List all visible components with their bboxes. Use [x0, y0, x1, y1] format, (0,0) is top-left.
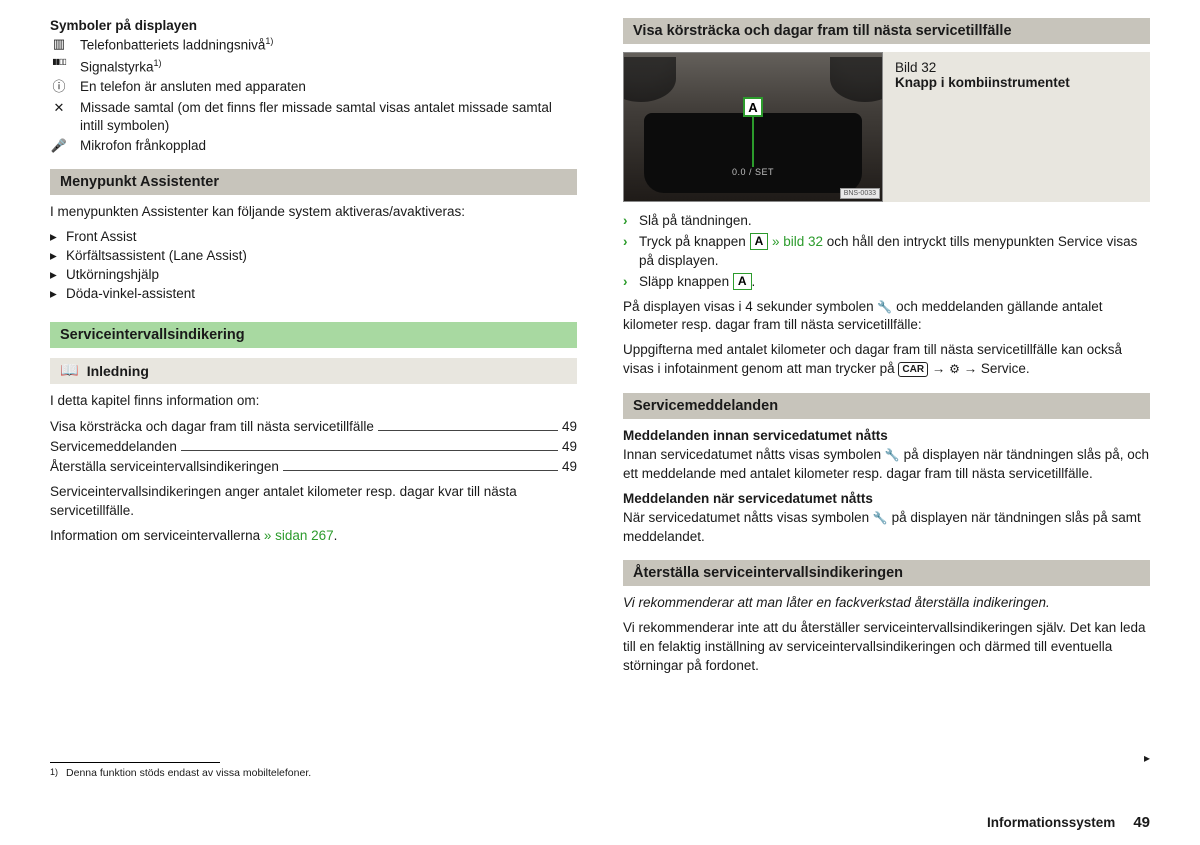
button-ref-a: A	[733, 273, 752, 290]
list-item: ▸Utkörningshjälp	[50, 266, 577, 285]
set-label: 0.0 / SET	[732, 167, 774, 177]
chevron-icon: ›	[623, 212, 633, 231]
signal-icon: ▮▮▯▯	[50, 57, 68, 68]
button-ref-a: A	[750, 233, 769, 250]
missed-call-icon: ✕	[50, 99, 68, 117]
phone-connected-icon: ⓘ	[50, 78, 68, 96]
section-visa-korstracka: Visa körsträcka och dagar fram till näst…	[623, 18, 1150, 44]
recommendation: Vi rekommenderar att man låter en fackve…	[623, 594, 1150, 613]
figure-caption: Bild 32 Knapp i kombiinstrumentet	[883, 52, 1150, 202]
toc-row: Visa körsträcka och dagar fram till näst…	[50, 417, 577, 437]
fig-link[interactable]: » bild 32	[768, 234, 823, 249]
para-description: Serviceintervallsindikeringen anger anta…	[50, 483, 577, 521]
para-infotainment: Uppgifterna med antalet kilometer och da…	[623, 341, 1150, 379]
toc-row: Återställa serviceintervallsindikeringen…	[50, 457, 577, 477]
msg-before-text: Innan servicedatumet nåtts visas symbole…	[623, 446, 1150, 484]
section-assistenter: Menypunkt Assistenter	[50, 169, 577, 195]
car-button-icon: CAR	[898, 362, 928, 377]
book-icon: 📖	[60, 363, 79, 378]
chevron-icon: ›	[623, 273, 633, 292]
step-item: › Slå på tändningen.	[623, 212, 1150, 231]
steps: › Slå på tändningen. › Tryck på knappen …	[623, 212, 1150, 292]
intro-text: I detta kapitel finns information om:	[50, 392, 577, 411]
symbols-list: ▥ Telefonbatteriets laddningsnivå1) ▮▮▯▯…	[50, 35, 577, 155]
list-item: ▸Front Assist	[50, 228, 577, 247]
list-item: ▸Döda-vinkel-assistent	[50, 285, 577, 304]
wrench-icon: 🔧	[873, 511, 888, 525]
symbol-text: Signalstyrka1)	[80, 57, 162, 77]
section-servicemeddelanden: Servicemeddelanden	[623, 393, 1150, 419]
figure-32: 0.0 / SET A BNS-0033 Bild 32 Knapp i kom…	[623, 52, 1150, 202]
msg-reached-text: När servicedatumet nåtts visas symbolen …	[623, 509, 1150, 547]
chevron-icon: ›	[623, 233, 633, 271]
symbols-heading: Symboler på displayen	[50, 18, 577, 33]
callout-a: A	[743, 97, 763, 117]
wrench-icon: 🔧	[885, 448, 900, 462]
image-tag: BNS-0033	[840, 188, 880, 199]
battery-icon: ▥	[50, 35, 68, 53]
symbol-row: 🎤 Mikrofon frånkopplad	[50, 137, 577, 155]
section-reset: Återställa serviceintervallsindikeringen	[623, 560, 1150, 586]
symbol-row: ⓘ En telefon är ansluten med apparaten	[50, 78, 577, 96]
step-item: › Släpp knappen A.	[623, 273, 1150, 292]
symbol-row: ▮▮▯▯ Signalstyrka1)	[50, 57, 577, 77]
symbol-row: ▥ Telefonbatteriets laddningsnivå1)	[50, 35, 577, 55]
symbol-text: En telefon är ansluten med apparaten	[80, 78, 306, 96]
footnote-rule	[50, 762, 220, 763]
figure-image: 0.0 / SET A BNS-0033	[623, 52, 883, 202]
para-display-info: På displayen visas i 4 sekunder symbolen…	[623, 298, 1150, 336]
symbol-text: Mikrofon frånkopplad	[80, 137, 206, 155]
list-item: ▸Körfältsassistent (Lane Assist)	[50, 247, 577, 266]
toc-row: Servicemeddelanden49	[50, 437, 577, 457]
wrench-icon: 🔧	[877, 300, 892, 314]
warning-text: Vi rekommenderar inte att du återställer…	[623, 619, 1150, 676]
section-serviceinterval: Serviceintervallsindikering	[50, 322, 577, 348]
step-item: › Tryck på knappen A » bild 32 och håll …	[623, 233, 1150, 271]
page-footer: Informationssystem 49	[987, 814, 1150, 831]
mic-off-icon: 🎤	[50, 137, 68, 155]
symbol-text: Telefonbatteriets laddningsnivå1)	[80, 35, 273, 55]
symbol-row: ✕ Missade samtal (om det finns fler miss…	[50, 99, 577, 135]
page-link[interactable]: » sidan 267	[264, 528, 334, 543]
subsection-inledning: 📖 Inledning	[50, 358, 577, 384]
assist-list: ▸Front Assist ▸Körfältsassistent (Lane A…	[50, 228, 577, 304]
footnote: 1) Denna funktion stöds endast av vissa …	[50, 767, 577, 779]
msg-reached-heading: Meddelanden när servicedatumet nåtts	[623, 490, 1150, 509]
msg-before-heading: Meddelanden innan servicedatumet nåtts	[623, 427, 1150, 446]
para-info-link: Information om serviceintervallerna » si…	[50, 527, 577, 546]
toc: Visa körsträcka och dagar fram till näst…	[50, 417, 577, 478]
continue-arrow-icon: ▸	[1144, 751, 1150, 765]
assist-intro: I menypunkten Assistenter kan följande s…	[50, 203, 577, 222]
symbol-text: Missade samtal (om det finns fler missad…	[80, 99, 577, 135]
gear-icon: ⚙	[949, 362, 960, 376]
